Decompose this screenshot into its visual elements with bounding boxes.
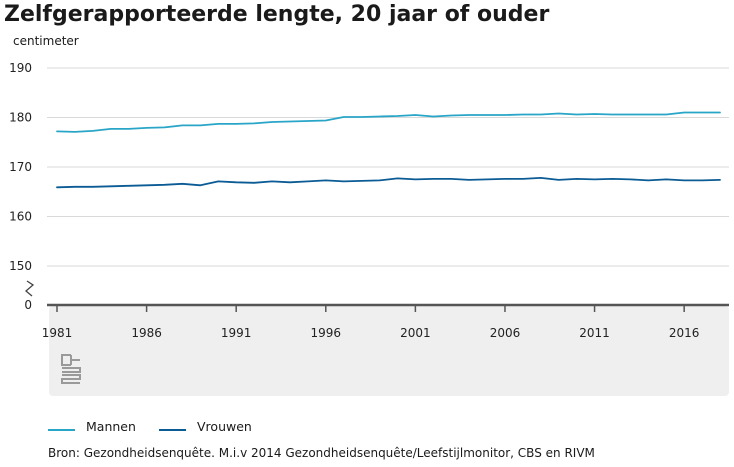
y-tick-label: 150 <box>9 259 32 273</box>
y-tick-label: 160 <box>9 210 32 224</box>
axis-break-zigzag <box>24 280 35 297</box>
y-tick-label: 170 <box>9 160 32 174</box>
x-tick-label: 1996 <box>311 326 342 340</box>
y-tick-label: 180 <box>9 111 32 125</box>
source-note: Bron: Gezondheidsenquête. M.i.v 2014 Gez… <box>48 446 595 460</box>
y-tick-label: 190 <box>9 61 32 75</box>
cbs-logo-icon <box>61 354 81 384</box>
axis-break-icon <box>24 280 35 297</box>
x-tick-label: 1981 <box>42 326 73 340</box>
legend-label-vrouwen: Vrouwen <box>197 419 252 434</box>
grid-lines <box>47 67 729 267</box>
chart-title: Zelfgerapporteerde lengte, 20 jaar of ou… <box>4 2 550 27</box>
series-line-mannen <box>56 111 721 133</box>
y-axis-ticks: 190 180 170 160 150 0 <box>9 61 32 312</box>
x-axis-ticks: 1981 1986 1991 1996 2001 2006 2011 2016 <box>42 306 700 340</box>
x-tick-label: 2006 <box>490 326 521 340</box>
x-tick-label: 1986 <box>131 326 162 340</box>
x-axis-panel <box>49 306 729 396</box>
legend-swatch-mannen <box>48 429 75 431</box>
data-series <box>56 111 721 189</box>
y-axis-unit-label: centimeter <box>13 34 79 48</box>
x-tick-label: 1991 <box>221 326 252 340</box>
legend-label-mannen: Mannen <box>86 419 136 434</box>
series-line-vrouwen <box>56 176 721 189</box>
y-tick-label: 0 <box>24 298 32 312</box>
x-tick-label: 2001 <box>400 326 431 340</box>
x-tick-label: 2016 <box>669 326 700 340</box>
legend-swatch-vrouwen <box>159 429 186 431</box>
x-tick-label: 2011 <box>579 326 610 340</box>
